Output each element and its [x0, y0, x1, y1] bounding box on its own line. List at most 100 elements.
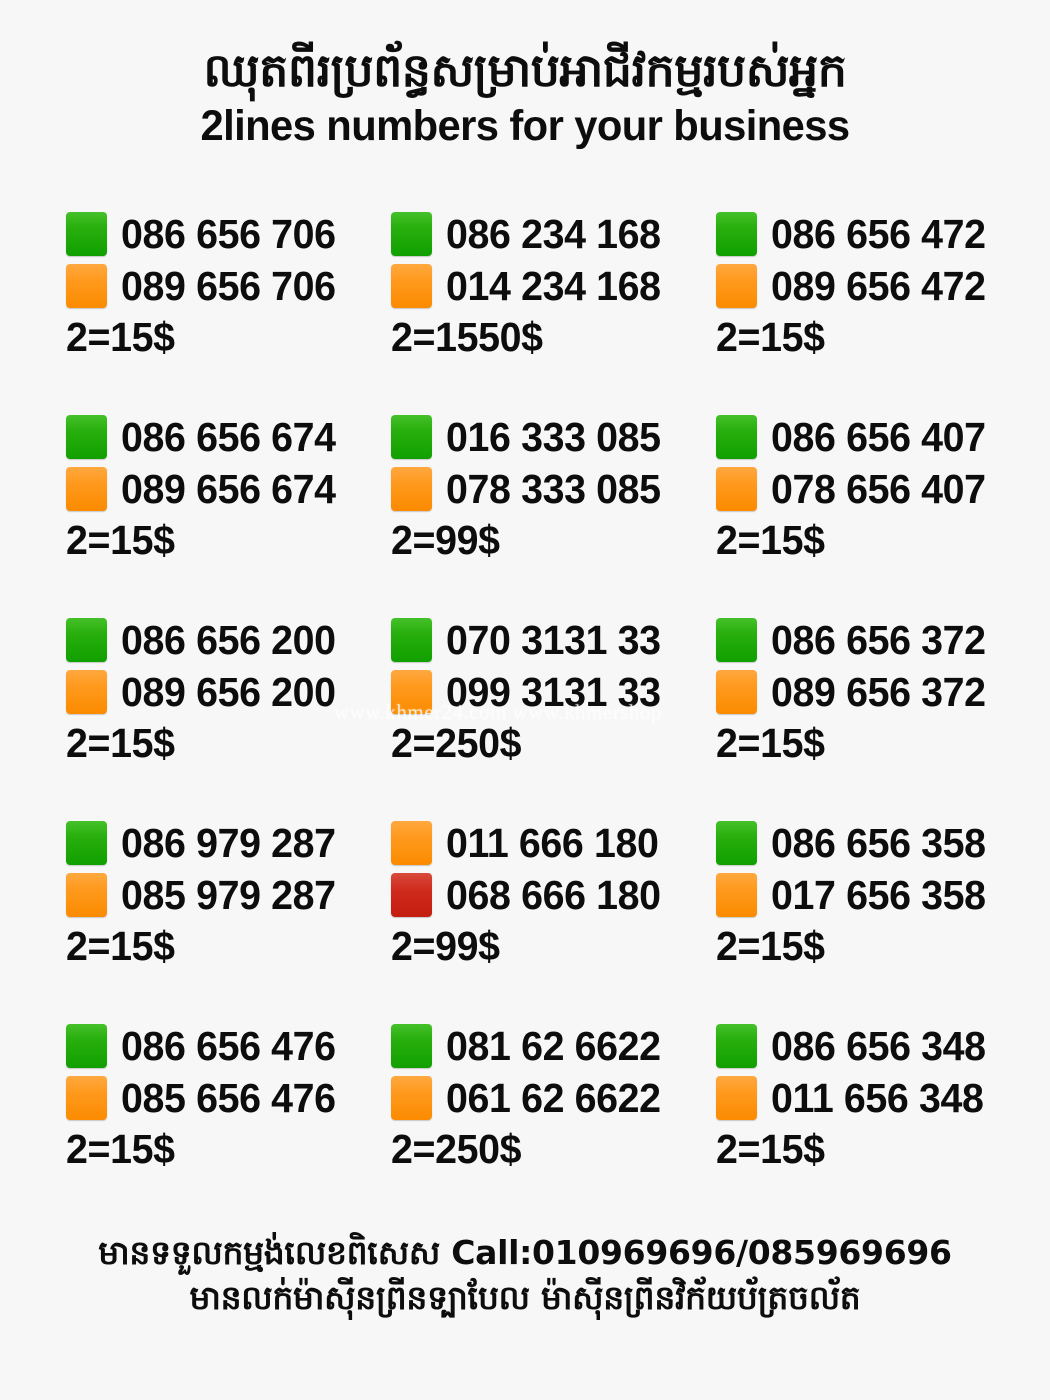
offer-number-line: 085 979 287 [66, 869, 391, 921]
phone-number: 086 234 168 [446, 210, 661, 257]
offer-number-line: 086 979 287 [66, 817, 391, 869]
orange-square-icon [716, 873, 757, 917]
orange-square-icon [716, 264, 757, 308]
offer-number-line: 086 656 706 [66, 208, 391, 260]
offer-card[interactable]: 086 234 168 014 234 168 2=1550$ [391, 208, 716, 411]
offer-card[interactable]: 086 979 287 085 979 287 2=15$ [66, 817, 391, 1020]
orange-square-icon [66, 670, 107, 714]
offer-card[interactable]: 070 3131 33 099 3131 33 2=250$ [391, 614, 716, 817]
offer-card[interactable]: 086 656 472 089 656 472 2=15$ [716, 208, 1041, 411]
offer-price: 2=15$ [716, 1126, 825, 1172]
phone-number: 086 656 706 [121, 210, 336, 257]
phone-number: 099 3131 33 [446, 668, 661, 715]
offer-number-line: 089 656 200 [66, 666, 391, 718]
offer-number-line: 086 656 476 [66, 1020, 391, 1072]
offer-price: 2=99$ [391, 923, 500, 969]
offer-number-line: 070 3131 33 [391, 614, 716, 666]
orange-square-icon [66, 264, 107, 308]
green-square-icon [66, 1024, 107, 1068]
header: ឈុតពីរប្រព័ន្ធសម្រាប់អាជីវកម្មរបស់អ្នក 2… [0, 44, 1050, 150]
offer-card[interactable]: 086 656 407 078 656 407 2=15$ [716, 411, 1041, 614]
green-square-icon [66, 821, 107, 865]
offer-card[interactable]: 086 656 348 011 656 348 2=15$ [716, 1020, 1041, 1223]
phone-number: 085 979 287 [121, 871, 336, 918]
offer-card[interactable]: 086 656 476 085 656 476 2=15$ [66, 1020, 391, 1223]
phone-number: 078 656 407 [771, 465, 986, 512]
offer-price: 2=250$ [391, 1126, 522, 1172]
offer-card[interactable]: 081 62 6622 061 62 6622 2=250$ [391, 1020, 716, 1223]
offer-number-line: 089 656 372 [716, 666, 1041, 718]
phone-number: 017 656 358 [771, 871, 986, 918]
offer-number-line: 089 656 472 [716, 260, 1041, 312]
phone-number: 016 333 085 [446, 413, 661, 460]
phone-number: 089 656 372 [771, 668, 986, 715]
phone-number: 014 234 168 [446, 262, 661, 309]
offer-number-line: 078 656 407 [716, 463, 1041, 515]
orange-square-icon [391, 264, 432, 308]
footer-contact-line: មានទទួលកម្មង់លេខពិសេស Call:010969696/085… [98, 1233, 952, 1272]
orange-square-icon [391, 821, 432, 865]
footer-products-line: មានលក់ម៉ាស៊ីនព្រីនទ្បាបែល ម៉ាស៊ីនព្រីនវិ… [189, 1277, 861, 1317]
offer-number-line: 086 656 407 [716, 411, 1041, 463]
offer-number-line: 081 62 6622 [391, 1020, 716, 1072]
offer-price: 2=15$ [66, 517, 175, 563]
green-square-icon [391, 212, 432, 256]
orange-square-icon [716, 1076, 757, 1120]
offer-number-line: 085 656 476 [66, 1072, 391, 1124]
page-title-khmer: ឈុតពីរប្រព័ន្ធសម្រាប់អាជីវកម្មរបស់អ្នក [203, 43, 847, 97]
offer-card[interactable]: 086 656 372 089 656 372 2=15$ [716, 614, 1041, 817]
offer-number-line: 086 656 200 [66, 614, 391, 666]
offer-number-line: 099 3131 33 [391, 666, 716, 718]
offer-price: 2=15$ [716, 923, 825, 969]
offer-price: 2=15$ [66, 720, 175, 766]
offer-number-line: 011 666 180 [391, 817, 716, 869]
phone-number: 070 3131 33 [446, 616, 661, 663]
phone-number: 086 656 472 [771, 210, 986, 257]
offer-price: 2=15$ [716, 720, 825, 766]
green-square-icon [716, 415, 757, 459]
offer-price: 2=99$ [391, 517, 500, 563]
offers-row: 086 656 476 085 656 476 2=15$ 081 62 6622 06… [66, 1020, 1042, 1223]
offer-card[interactable]: 086 656 358 017 656 358 2=15$ [716, 817, 1041, 1020]
offer-card[interactable]: 016 333 085 078 333 085 2=99$ [391, 411, 716, 614]
offer-price: 2=15$ [66, 923, 175, 969]
phone-number: 089 656 674 [121, 465, 336, 512]
phone-number: 081 62 6622 [446, 1022, 661, 1069]
offer-number-line: 086 656 372 [716, 614, 1041, 666]
offer-number-line: 068 666 180 [391, 869, 716, 921]
green-square-icon [66, 618, 107, 662]
offer-number-line: 017 656 358 [716, 869, 1041, 921]
phone-number: 086 656 674 [121, 413, 336, 460]
orange-square-icon [716, 670, 757, 714]
phone-number: 086 656 200 [121, 616, 336, 663]
offer-card[interactable]: 086 656 674 089 656 674 2=15$ [66, 411, 391, 614]
phone-number: 086 656 372 [771, 616, 986, 663]
orange-square-icon [391, 467, 432, 511]
orange-square-icon [391, 670, 432, 714]
green-square-icon [66, 212, 107, 256]
phone-number: 086 656 348 [771, 1022, 986, 1069]
orange-square-icon [66, 1076, 107, 1120]
offer-number-line: 086 656 674 [66, 411, 391, 463]
offer-card[interactable]: 011 666 180 068 666 180 2=99$ [391, 817, 716, 1020]
offer-card[interactable]: 086 656 200 089 656 200 2=15$ [66, 614, 391, 817]
phone-number: 089 656 200 [121, 668, 336, 715]
phone-number: 011 656 348 [771, 1074, 984, 1121]
phone-number: 068 666 180 [446, 871, 661, 918]
footer: មានទទួលកម្មង់លេខពិសេស Call:010969696/085… [0, 1232, 1050, 1320]
green-square-icon [716, 618, 757, 662]
offer-number-line: 086 656 358 [716, 817, 1041, 869]
phone-number: 078 333 085 [446, 465, 661, 512]
phone-number: 061 62 6622 [446, 1074, 661, 1121]
orange-square-icon [66, 467, 107, 511]
offer-price: 2=250$ [391, 720, 522, 766]
green-square-icon [716, 212, 757, 256]
page-title-english: 2lines numbers for your business [200, 101, 851, 150]
orange-square-icon [391, 1076, 432, 1120]
offer-card[interactable]: 086 656 706 089 656 706 2=15$ [66, 208, 391, 411]
offers-row: 086 979 287 085 979 287 2=15$ 011 666 180 06… [66, 817, 1042, 1020]
offer-number-line: 089 656 706 [66, 260, 391, 312]
offer-number-line: 089 656 674 [66, 463, 391, 515]
phone-number: 086 656 358 [771, 819, 986, 866]
